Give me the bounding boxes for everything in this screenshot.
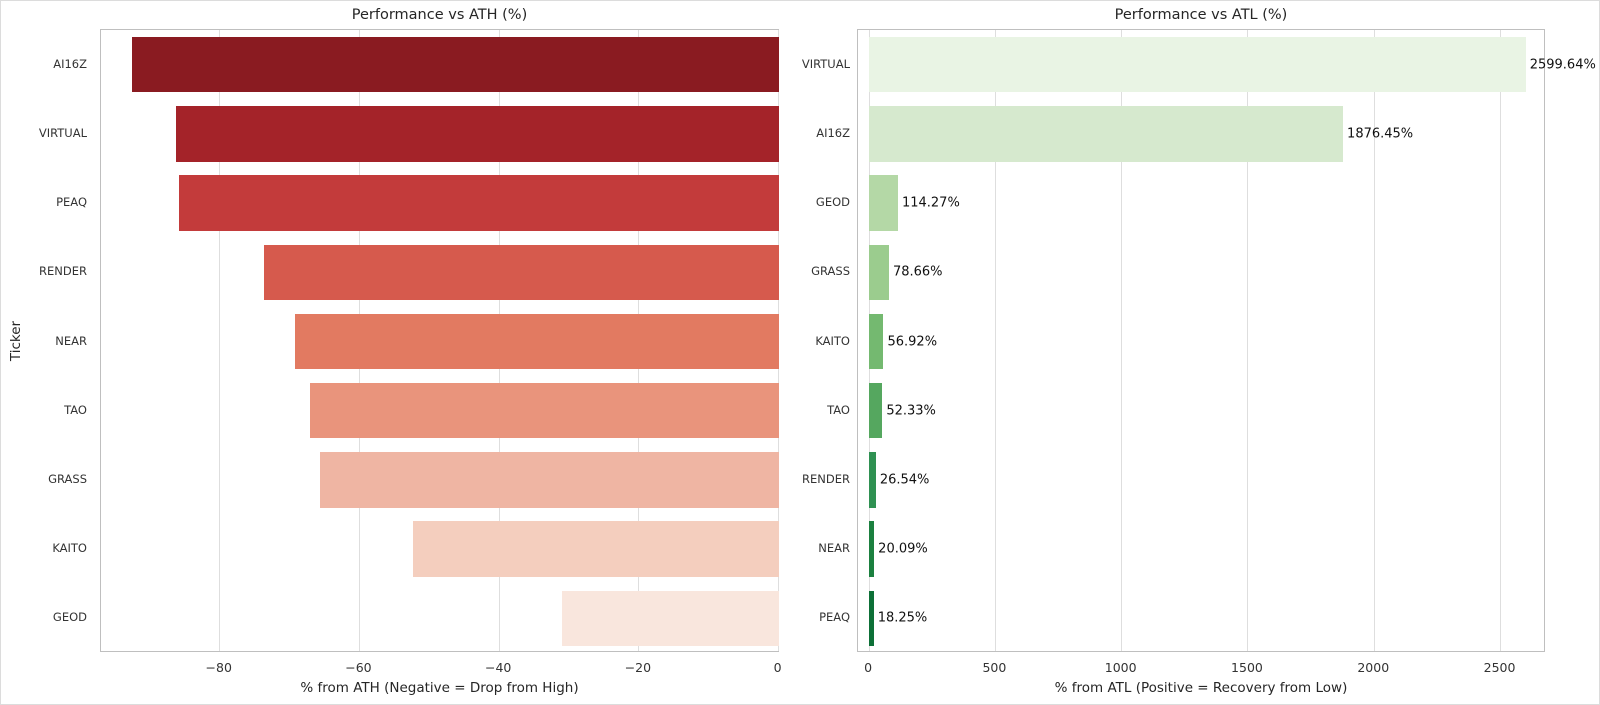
bar-near [869,521,875,577]
bar-geod [562,590,779,647]
y-tick-label: GRASS [48,471,87,486]
bar-kaito [869,313,884,370]
grid-line [778,30,780,651]
bar-render [263,244,779,300]
y-tick-label: KAITO [52,541,87,556]
bar-value-label: 2599.64% [1529,57,1596,73]
grid-line [1500,30,1502,651]
x-axis-label: % from ATH (Negative = Drop from High) [300,680,579,696]
y-tick-label: PEAQ [56,195,87,210]
bar-value-label: 114.27% [901,195,960,211]
y-tick-label: RENDER [802,471,850,486]
bar-virtual [175,106,779,162]
bar-near [295,313,779,370]
x-tick-label: 2500 [1483,660,1516,675]
y-tick-label: GEOD [815,195,850,210]
bar-grass [319,452,779,508]
grid-line [1121,30,1123,651]
bar-peaq [178,175,779,231]
grid-line [219,30,221,651]
bar-tao [309,383,779,439]
x-tick-label: 0 [773,660,782,675]
x-tick-label: 1000 [1104,660,1137,675]
bar-value-label: 52.33% [886,403,936,419]
y-tick-label: TAO [64,402,87,417]
y-tick-label: RENDER [39,264,87,279]
plot-area: 2599.64% 1876.45% 114.27% 78.66% 56.92% 52.33… [857,29,1596,652]
bar-value-label: 20.09% [878,541,928,557]
x-tick-label: −20 [624,660,652,675]
x-tick-label: 500 [982,660,1007,675]
bar-tao [869,383,883,439]
y-tick-label: TAO [827,402,850,417]
x-axis-label: % from ATL (Positive = Recovery from Low… [1054,680,1348,696]
bar-value-label: 26.54% [879,472,930,488]
y-tick-label: PEAQ [819,610,850,625]
bar-value-label: 1876.45% [1347,126,1414,142]
y-tick-label: VIRTUAL [38,125,87,140]
y-tick-label: GRASS [811,264,850,279]
y-tick-label: KAITO [815,333,850,348]
x-tick-label: 0 [864,660,873,675]
bar-ai16z [132,36,779,93]
grid-line [1373,30,1375,651]
bar-peaq [869,590,874,647]
y-tick-label: AI16Z [53,56,87,71]
bar-value-label: 18.25% [877,610,928,626]
bar-value-label: 78.66% [892,264,943,280]
y-tick-label: NEAR [55,333,87,348]
x-tick-label: −80 [205,660,232,675]
x-tick-label: −40 [484,660,512,675]
bar-value-label: 56.92% [887,334,938,349]
x-tick-label: 2000 [1357,660,1390,675]
y-tick-label: NEAR [818,541,850,556]
bar-grass [869,244,889,300]
grid-line [1247,30,1249,651]
grid-line [994,30,996,651]
bar-render [869,452,876,508]
y-tick-label: VIRTUAL [801,56,850,71]
bar-virtual [869,36,1526,93]
x-tick-label: 1500 [1231,660,1263,675]
plot-area [100,29,780,652]
x-tick-label: −60 [345,660,372,675]
chart-title: Performance vs ATH (%) [351,7,528,23]
bar-kaito [413,521,779,577]
y-tick-label: GEOD [52,610,87,625]
bar-ai16z [869,106,1344,162]
bar-geod [869,175,898,231]
y-tick-label: AI16Z [816,125,850,140]
chart-title: Performance vs ATL (%) [1114,7,1288,23]
